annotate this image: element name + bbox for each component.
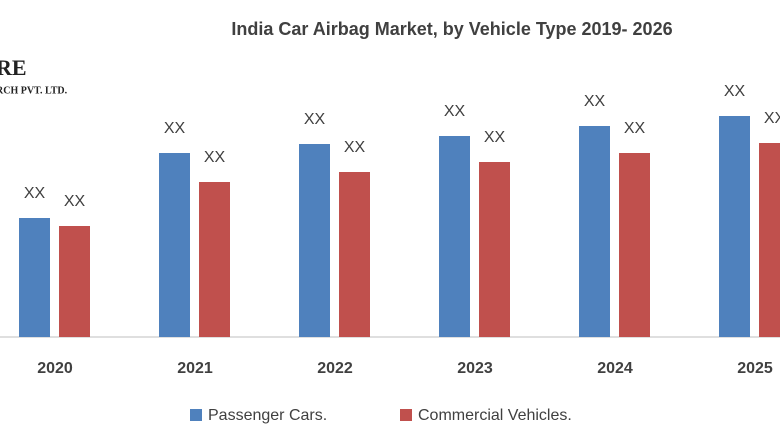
data-label: XX [584, 93, 606, 110]
data-label: XX [724, 83, 746, 100]
data-label: XX [304, 111, 326, 128]
bar [619, 153, 650, 337]
logo-subtext: RCH PVT. LTD. [0, 85, 68, 96]
bar [199, 182, 230, 337]
chart-title: India Car Airbag Market, by Vehicle Type… [231, 19, 672, 39]
data-label: XX [24, 185, 46, 202]
data-label: XX [164, 120, 186, 137]
bar [19, 218, 50, 337]
bar [759, 143, 780, 337]
x-tick-label: 2022 [317, 360, 353, 377]
data-label: XX [484, 129, 506, 146]
data-label: XX [444, 103, 466, 120]
bar [719, 116, 750, 337]
legend-swatch [190, 409, 202, 421]
legend-swatch [400, 409, 412, 421]
bar [439, 136, 470, 337]
bar [479, 162, 510, 337]
bar [579, 126, 610, 337]
data-label: XX [204, 149, 226, 166]
bar [339, 172, 370, 337]
data-label: XX [764, 110, 780, 127]
x-tick-label: 2023 [457, 360, 493, 377]
x-tick-label: 2021 [177, 360, 213, 377]
bar [59, 226, 90, 337]
x-tick-label: 2025 [737, 360, 773, 377]
logo-text: RE [0, 55, 27, 80]
legend-label: Commercial Vehicles. [418, 407, 572, 424]
data-label: XX [344, 139, 366, 156]
legend-label: Passenger Cars. [208, 407, 327, 424]
bar [299, 144, 330, 337]
x-tick-label: 2024 [597, 360, 633, 377]
bar [159, 153, 190, 337]
data-label: XX [64, 193, 86, 210]
x-tick-label: 2020 [37, 360, 73, 377]
data-label: XX [624, 120, 646, 137]
